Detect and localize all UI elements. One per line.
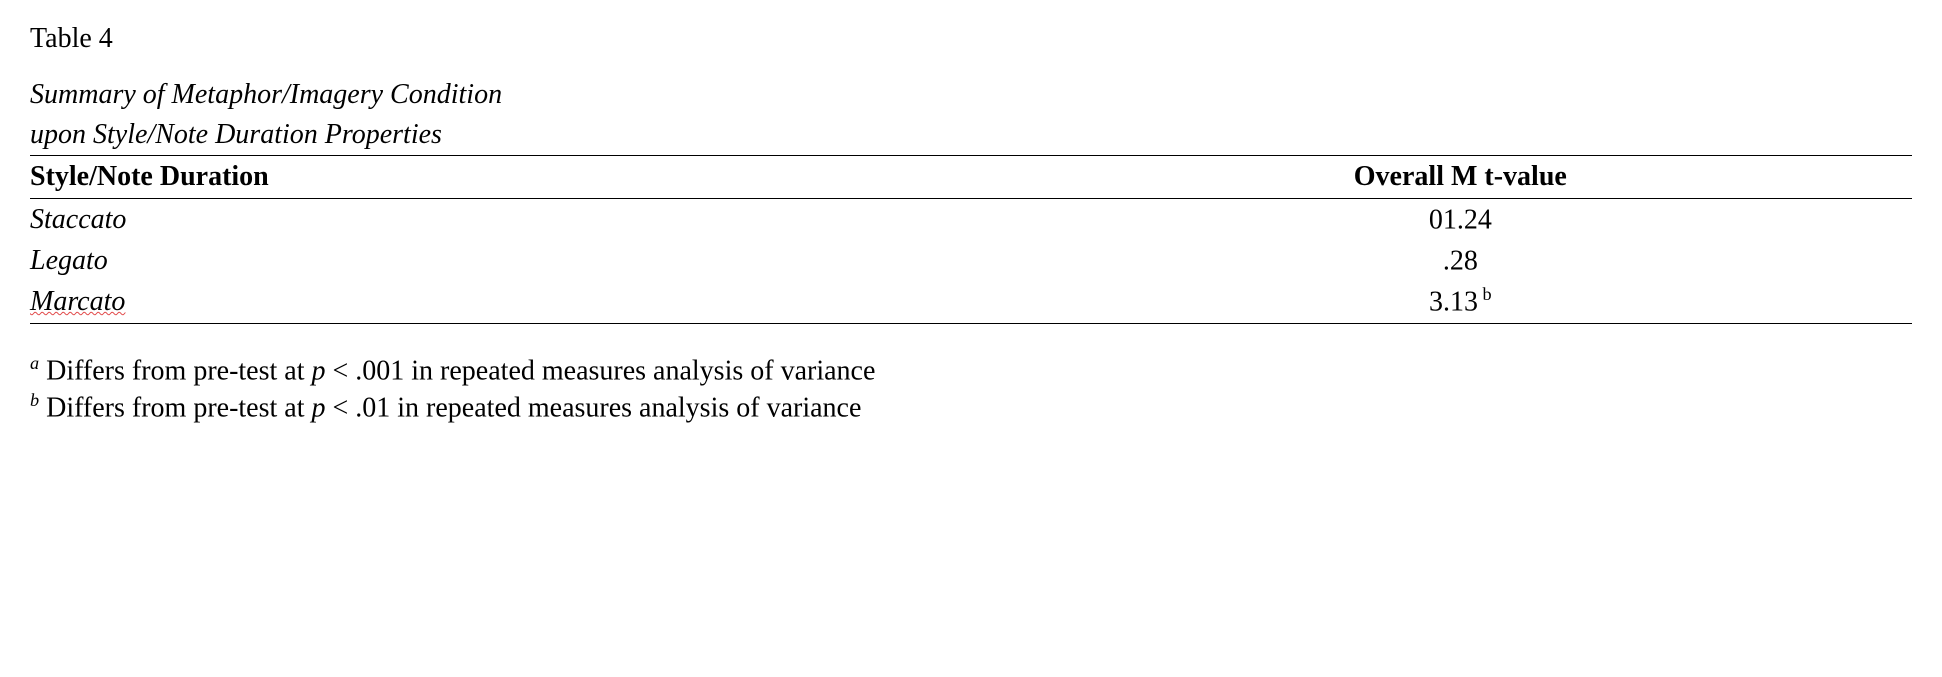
column-header-value: Overall M t-value <box>1009 156 1912 199</box>
table-row: Legato .28 <box>30 240 1912 281</box>
footnote-a: a Differs from pre-test at p < .001 in r… <box>30 352 1912 390</box>
table-header-row: Style/Note Duration Overall M t-value <box>30 156 1912 199</box>
table-caption-line1: Summary of Metaphor/Imagery Condition <box>30 76 1912 114</box>
row-value: .28 <box>1009 240 1912 281</box>
footnote-b: b Differs from pre-test at p < .01 in re… <box>30 389 1912 427</box>
table-row: Staccato 01.24 <box>30 199 1912 241</box>
table-row: Marcato 3.13 b <box>30 281 1912 323</box>
column-header-label: Style/Note Duration <box>30 156 1009 199</box>
row-label: Marcato <box>30 281 1009 323</box>
footnote-a-marker: a <box>30 353 39 373</box>
row-value: 01.24 <box>1009 199 1912 241</box>
row-label: Staccato <box>30 199 1009 241</box>
row-value: 3.13 b <box>1009 281 1912 323</box>
footnote-b-marker: b <box>30 390 39 410</box>
summary-table: Style/Note Duration Overall M t-value St… <box>30 155 1912 323</box>
row-label: Legato <box>30 240 1009 281</box>
table-caption-line2: upon Style/Note Duration Properties <box>30 116 1912 154</box>
table-number: Table 4 <box>30 20 1912 58</box>
